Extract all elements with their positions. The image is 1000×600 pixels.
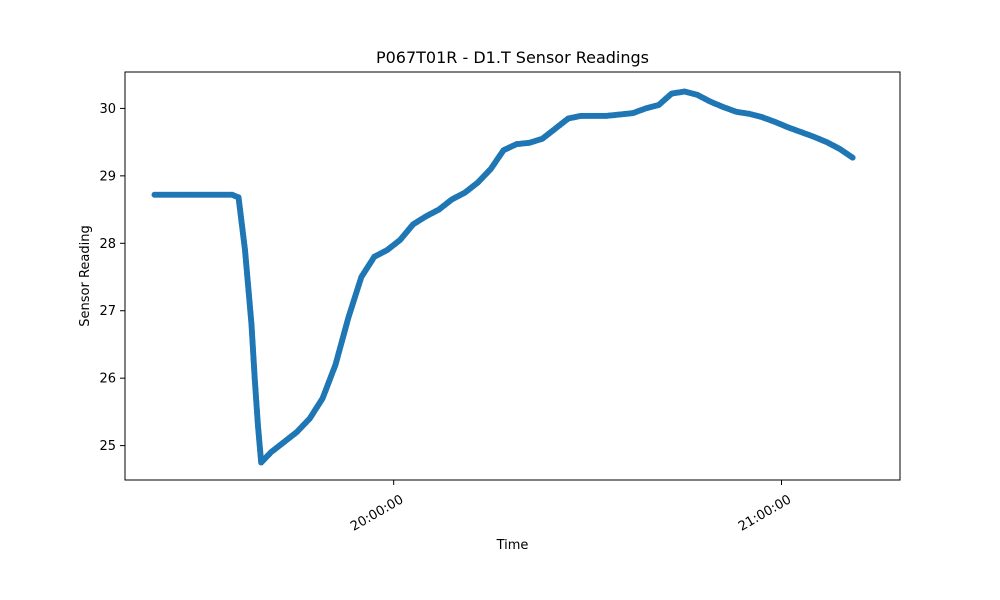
x-axis-label: Time bbox=[496, 538, 529, 553]
y-tick-label: 25 bbox=[99, 439, 116, 454]
y-tick-label: 27 bbox=[99, 304, 116, 319]
x-tick-label: 20:00:00 bbox=[348, 492, 406, 534]
x-axis: 20:00:00 21:00:00 bbox=[348, 480, 794, 535]
y-axis: 25 26 27 28 29 30 bbox=[99, 102, 125, 454]
y-axis-label: Sensor Reading bbox=[78, 225, 93, 326]
y-tick-label: 26 bbox=[99, 372, 116, 387]
y-tick-label: 30 bbox=[99, 102, 116, 117]
data-point bbox=[849, 154, 856, 161]
series-points bbox=[151, 88, 856, 466]
x-tick-label: 21:00:00 bbox=[736, 492, 794, 534]
y-tick-label: 28 bbox=[99, 237, 116, 252]
y-tick-label: 29 bbox=[99, 169, 116, 184]
chart-title: P067T01R - D1.T Sensor Readings bbox=[376, 48, 649, 67]
plot-frame bbox=[124, 71, 901, 481]
